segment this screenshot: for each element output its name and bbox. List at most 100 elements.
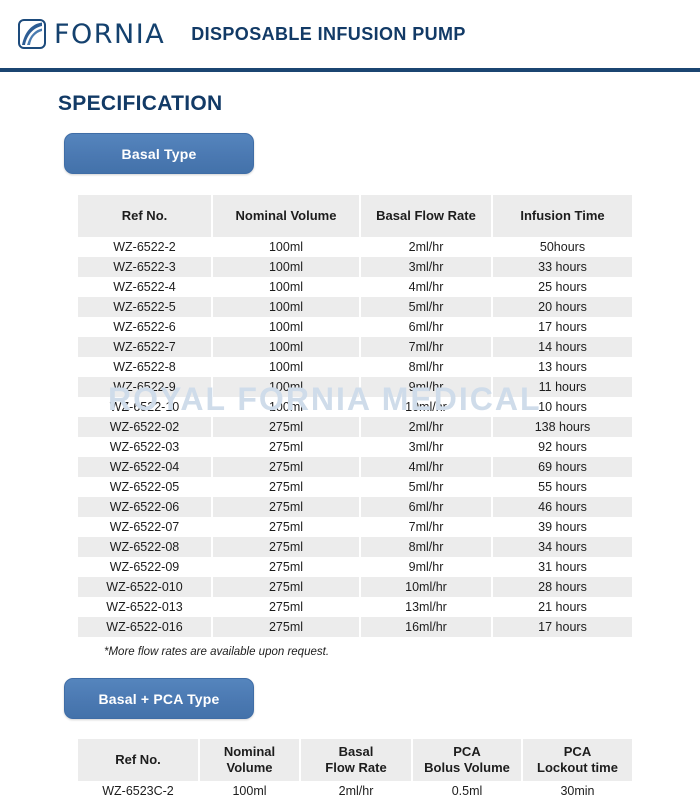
cell-r7-c1: 100ml bbox=[212, 377, 361, 397]
cell-r2-c0: WZ-6522-4 bbox=[78, 277, 213, 297]
cell-r16-c2: 9ml/hr bbox=[360, 557, 493, 577]
cell-r10-c0: WZ-6522-03 bbox=[78, 437, 213, 457]
cell-r17-c0: WZ-6522-010 bbox=[78, 577, 213, 597]
column-header-0: Ref No. bbox=[78, 739, 200, 781]
table-row: WZ-6522-10 100ml 10ml/hr 10 hours bbox=[78, 397, 632, 417]
cell-r1-c2: 3ml/hr bbox=[360, 257, 493, 277]
fornia-logo-icon bbox=[18, 19, 46, 49]
cell-r3-c3: 20 hours bbox=[492, 297, 632, 317]
basal-table-body: WZ-6522-2 100ml 2ml/hr 50hours WZ-6522-3 100m… bbox=[78, 237, 632, 637]
basal-type-pill[interactable]: Basal Type bbox=[64, 133, 254, 174]
cell-r11-c0: WZ-6522-04 bbox=[78, 457, 213, 477]
column-header-1: Nominal Volume bbox=[212, 195, 361, 237]
cell-r4-c1: 100ml bbox=[212, 317, 361, 337]
brand-name: FORNIA bbox=[54, 18, 166, 50]
cell-r19-c1: 275ml bbox=[212, 617, 361, 637]
table-row: WZ-6522-05 275ml 5ml/hr 55 hours bbox=[78, 477, 632, 497]
cell-r6-c0: WZ-6522-8 bbox=[78, 357, 213, 377]
cell-r10-c2: 3ml/hr bbox=[360, 437, 493, 457]
cell-r17-c3: 28 hours bbox=[492, 577, 632, 597]
cell-r14-c3: 39 hours bbox=[492, 517, 632, 537]
pca-table-body: WZ-6523C-2100ml2ml/hr0.5ml30minWZ-6523C-… bbox=[78, 781, 632, 800]
cell-r15-c3: 34 hours bbox=[492, 537, 632, 557]
basal-pca-type-pill[interactable]: Basal + PCA Type bbox=[64, 678, 254, 719]
basal-type-table: Ref No. Nominal Volume Basal Flow Rate Infu… bbox=[78, 195, 632, 637]
cell-r11-c3: 69 hours bbox=[492, 457, 632, 477]
cell-r6-c1: 100ml bbox=[212, 357, 361, 377]
cell-r5-c1: 100ml bbox=[212, 337, 361, 357]
cell-r0-c2: 2ml/hr bbox=[360, 237, 493, 257]
cell-r5-c3: 14 hours bbox=[492, 337, 632, 357]
table-row: WZ-6522-013 275ml 13ml/hr 21 hours bbox=[78, 597, 632, 617]
page-title: DISPOSABLE INFUSION PUMP bbox=[191, 23, 466, 44]
table-row: WZ-6522-8 100ml 8ml/hr 13 hours bbox=[78, 357, 632, 377]
cell-r3-c0: WZ-6522-5 bbox=[78, 297, 213, 317]
cell-r7-c3: 11 hours bbox=[492, 377, 632, 397]
table-row: WZ-6522-04 275ml 4ml/hr 69 hours bbox=[78, 457, 632, 477]
cell-r0-c1: 100ml bbox=[212, 237, 361, 257]
table-header-row: Ref No. Nominal Volume Basal Flow Rate PCA Bol… bbox=[78, 739, 632, 781]
cell-r19-c0: WZ-6522-016 bbox=[78, 617, 213, 637]
cell-r0-c0: WZ-6523C-2 bbox=[78, 781, 200, 800]
cell-r0-c2: 2ml/hr bbox=[300, 781, 413, 800]
column-header-2: Basal Flow Rate bbox=[300, 739, 413, 781]
cell-r4-c0: WZ-6522-6 bbox=[78, 317, 213, 337]
cell-r18-c3: 21 hours bbox=[492, 597, 632, 617]
table-row: WZ-6522-09 275ml 9ml/hr 31 hours bbox=[78, 557, 632, 577]
pca-table-header: Ref No. Nominal Volume Basal Flow Rate PCA Bol… bbox=[78, 739, 632, 781]
cell-r16-c3: 31 hours bbox=[492, 557, 632, 577]
cell-r19-c2: 16ml/hr bbox=[360, 617, 493, 637]
page-header: FORNIA DISPOSABLE INFUSION PUMP bbox=[0, 0, 700, 68]
cell-r9-c2: 2ml/hr bbox=[360, 417, 493, 437]
cell-r6-c3: 13 hours bbox=[492, 357, 632, 377]
cell-r13-c3: 46 hours bbox=[492, 497, 632, 517]
cell-r3-c1: 100ml bbox=[212, 297, 361, 317]
cell-r9-c1: 275ml bbox=[212, 417, 361, 437]
cell-r16-c1: 275ml bbox=[212, 557, 361, 577]
cell-r12-c3: 55 hours bbox=[492, 477, 632, 497]
table-row: WZ-6522-06 275ml 6ml/hr 46 hours bbox=[78, 497, 632, 517]
column-header-2: Basal Flow Rate bbox=[360, 195, 493, 237]
table-row: WZ-6522-03 275ml 3ml/hr 92 hours bbox=[78, 437, 632, 457]
cell-r18-c0: WZ-6522-013 bbox=[78, 597, 213, 617]
cell-r0-c0: WZ-6522-2 bbox=[78, 237, 213, 257]
cell-r17-c2: 10ml/hr bbox=[360, 577, 493, 597]
cell-r11-c1: 275ml bbox=[212, 457, 361, 477]
cell-r0-c1: 100ml bbox=[199, 781, 301, 800]
cell-r10-c3: 92 hours bbox=[492, 437, 632, 457]
basal-table-note: *More flow rates are available upon requ… bbox=[104, 646, 330, 658]
table-row: WZ-6522-7 100ml 7ml/hr 14 hours bbox=[78, 337, 632, 357]
column-header-4: PCA Lockout time bbox=[522, 739, 632, 781]
table-row: WZ-6522-5 100ml 5ml/hr 20 hours bbox=[78, 297, 632, 317]
cell-r12-c1: 275ml bbox=[212, 477, 361, 497]
cell-r8-c2: 10ml/hr bbox=[360, 397, 493, 417]
cell-r16-c0: WZ-6522-09 bbox=[78, 557, 213, 577]
table-row: WZ-6523C-2 100ml 2ml/hr 0.5ml 30min bbox=[78, 781, 632, 800]
cell-r18-c1: 275ml bbox=[212, 597, 361, 617]
cell-r12-c2: 5ml/hr bbox=[360, 477, 493, 497]
table-row: WZ-6522-02 275ml 2ml/hr 138 hours bbox=[78, 417, 632, 437]
cell-r4-c3: 17 hours bbox=[492, 317, 632, 337]
cell-r10-c1: 275ml bbox=[212, 437, 361, 457]
cell-r17-c1: 275ml bbox=[212, 577, 361, 597]
cell-r15-c2: 8ml/hr bbox=[360, 537, 493, 557]
cell-r2-c2: 4ml/hr bbox=[360, 277, 493, 297]
cell-r14-c1: 275ml bbox=[212, 517, 361, 537]
table-header-row: Ref No. Nominal Volume Basal Flow Rate Infu… bbox=[78, 195, 632, 237]
basal-pca-type-table: Ref No. Nominal Volume Basal Flow Rate PCA Bol… bbox=[78, 739, 632, 800]
cell-r2-c1: 100ml bbox=[212, 277, 361, 297]
cell-r7-c0: WZ-6522-9 bbox=[78, 377, 213, 397]
table-row: WZ-6522-6 100ml 6ml/hr 17 hours bbox=[78, 317, 632, 337]
table-row: WZ-6522-4 100ml 4ml/hr 25 hours bbox=[78, 277, 632, 297]
table-row: WZ-6522-9 100ml 9ml/hr 11 hours bbox=[78, 377, 632, 397]
column-header-3: PCA Bolus Volume bbox=[412, 739, 523, 781]
column-header-0: Ref No. bbox=[78, 195, 213, 237]
cell-r5-c0: WZ-6522-7 bbox=[78, 337, 213, 357]
cell-r11-c2: 4ml/hr bbox=[360, 457, 493, 477]
cell-r1-c3: 33 hours bbox=[492, 257, 632, 277]
cell-r9-c3: 138 hours bbox=[492, 417, 632, 437]
cell-r8-c3: 10 hours bbox=[492, 397, 632, 417]
cell-r4-c2: 6ml/hr bbox=[360, 317, 493, 337]
cell-r15-c1: 275ml bbox=[212, 537, 361, 557]
